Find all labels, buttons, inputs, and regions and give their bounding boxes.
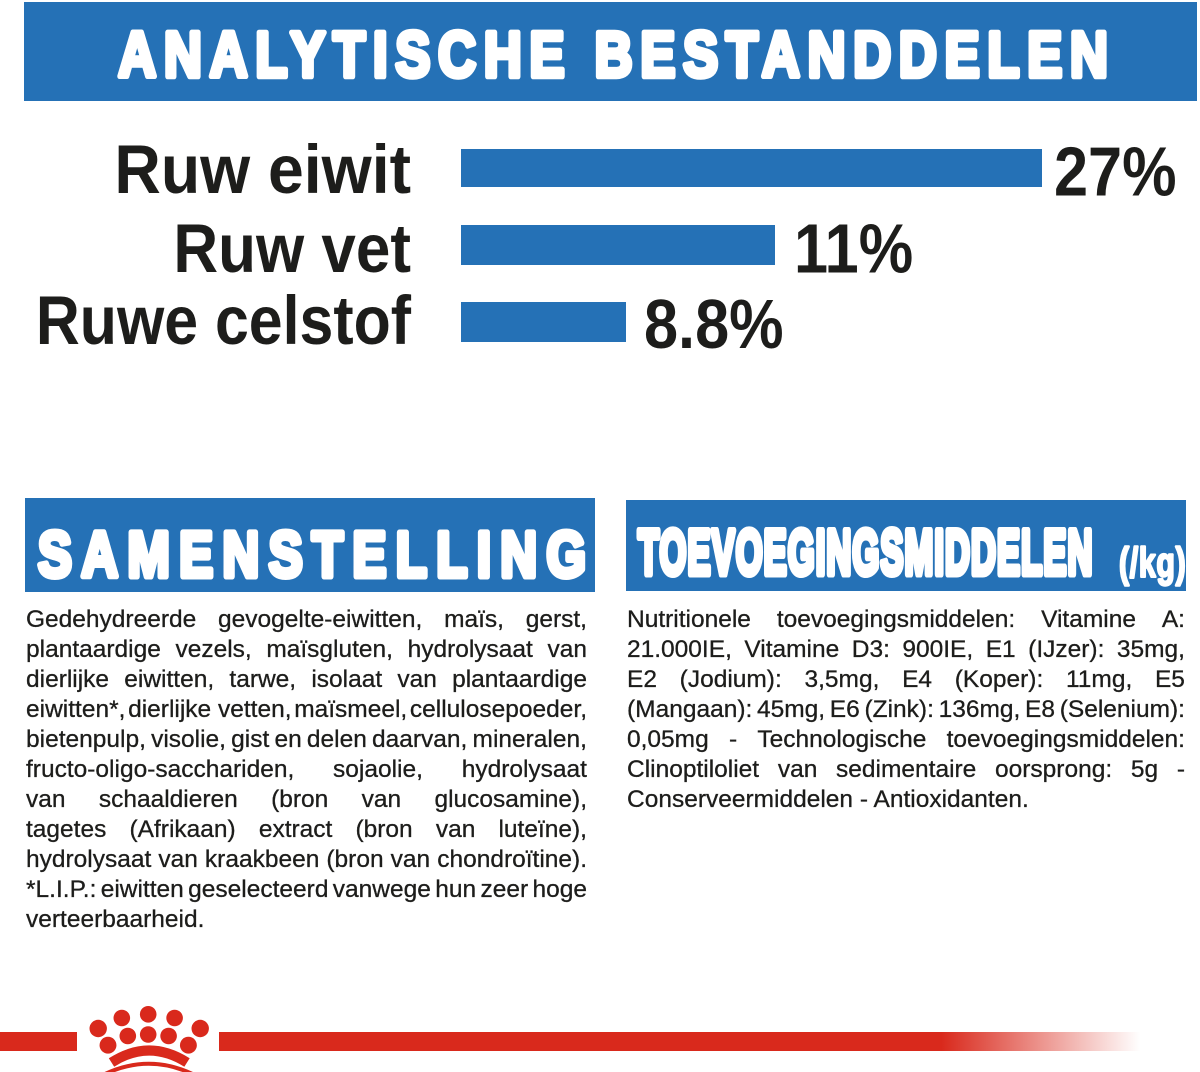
svg-text:ANALYTISCHE BESTANDDELEN: ANALYTISCHE BESTANDDELEN — [118, 20, 1115, 91]
svg-text:SAMENSTELLING: SAMENSTELLING — [38, 520, 596, 591]
svg-text:Ruw eiwit: Ruw eiwit — [114, 132, 411, 208]
svg-text:Ruw vet: Ruw vet — [173, 210, 411, 287]
svg-text:(/kg): (/kg) — [1119, 539, 1186, 586]
svg-text:Ruwe celstof: Ruwe celstof — [36, 282, 412, 359]
svg-text:27%: 27% — [1054, 132, 1177, 211]
svg-text:8.8%: 8.8% — [644, 284, 784, 363]
svg-text:11%: 11% — [794, 209, 913, 288]
svg-text:TOEVOEGINGSMIDDELEN: TOEVOEGINGSMIDDELEN — [638, 517, 1093, 588]
